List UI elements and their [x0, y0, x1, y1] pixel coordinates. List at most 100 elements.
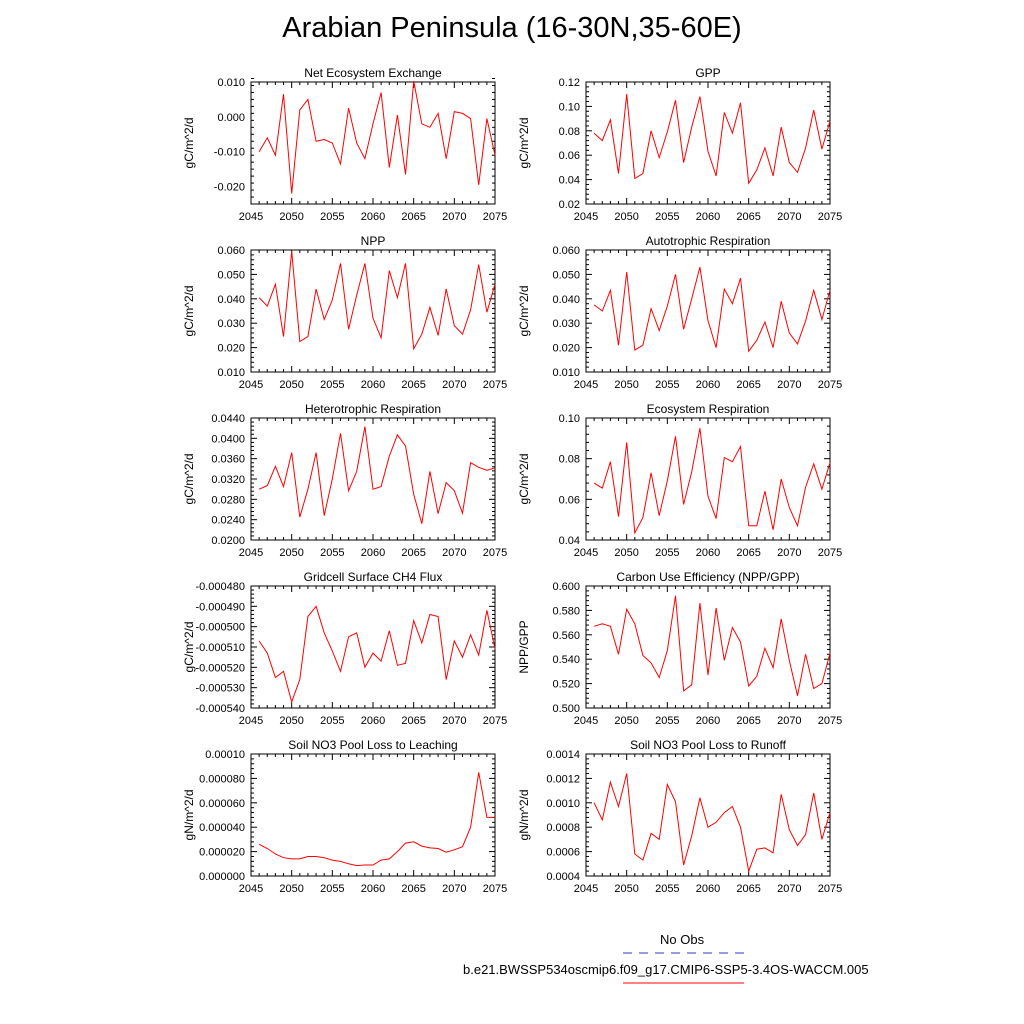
chart-panel-8: Soil NO3 Pool Loss to Leaching gN/m^2/d 20… — [182, 738, 507, 895]
panel-title: NPP — [361, 234, 386, 248]
y-axis-label: gC/m^2/d — [182, 622, 196, 673]
series-line-0 — [593, 94, 831, 185]
y-tick-label: 0.0014 — [546, 749, 580, 761]
y-tick-label: 0.000040 — [199, 822, 245, 834]
x-tick-label: 2045 — [239, 715, 263, 727]
x-tick-label: 2045 — [574, 211, 598, 223]
plot-frame — [250, 585, 496, 709]
chart-panel-5: Ecosystem Respiration gC/m^2/d 2045 2050 205… — [517, 402, 842, 559]
x-tick-label: 2065 — [736, 715, 760, 727]
y-tick-label: 0.030 — [217, 318, 245, 330]
y-tick-label: 0.0280 — [211, 494, 245, 506]
y-tick-label: 0.000020 — [199, 847, 245, 859]
x-tick-label: 2070 — [442, 715, 466, 727]
series-line-0 — [593, 428, 831, 535]
x-tick-label: 2055 — [655, 547, 679, 559]
x-tick-label: 2055 — [655, 211, 679, 223]
x-tick-label: 2060 — [696, 883, 720, 895]
x-tick-label: 2070 — [442, 883, 466, 895]
chart-panel-4: Heterotrophic Respiration gC/m^2/d 2045 205… — [182, 402, 507, 559]
x-tick-label: 2060 — [361, 547, 385, 559]
y-axis-label: gC/m^2/d — [182, 454, 196, 505]
x-tick-label: 2065 — [401, 379, 425, 391]
panel-title: GPP — [695, 66, 720, 80]
panel-title: Carbon Use Efficiency (NPP/GPP) — [616, 570, 799, 584]
plot-frame — [250, 417, 496, 541]
x-tick-label: 2050 — [279, 547, 303, 559]
y-tick-label: 0.050 — [217, 269, 245, 281]
y-tick-label: 0.050 — [552, 269, 580, 281]
y-tick-label: 0.030 — [552, 318, 580, 330]
y-tick-label: 0.060 — [552, 245, 580, 257]
x-tick-label: 2060 — [696, 211, 720, 223]
x-tick-label: 2075 — [818, 211, 842, 223]
y-tick-label: 0.000080 — [199, 773, 245, 785]
x-tick-label: 2065 — [401, 547, 425, 559]
y-tick-label: -0.000540 — [195, 703, 245, 715]
y-tick-label: 0.010 — [552, 367, 580, 379]
y-tick-label: 0.0012 — [546, 773, 580, 785]
x-tick-label: 2045 — [239, 211, 263, 223]
x-tick-label: 2045 — [574, 883, 598, 895]
plot-frame — [250, 249, 496, 373]
y-tick-label: 0.06 — [559, 150, 580, 162]
x-tick-label: 2075 — [818, 547, 842, 559]
y-tick-label: 0.000000 — [199, 871, 245, 883]
y-tick-label: 0.04 — [559, 175, 580, 187]
chart-panel-2: NPP gC/m^2/d 2045 2050 2055 2060 2065 2070 2075 0… — [182, 234, 507, 391]
x-tick-label: 2045 — [239, 379, 263, 391]
plot-frame — [585, 753, 831, 877]
x-tick-label: 2050 — [279, 883, 303, 895]
x-tick-label: 2060 — [696, 715, 720, 727]
panel-title: Autotrophic Respiration — [646, 234, 771, 248]
x-tick-label: 2075 — [818, 883, 842, 895]
x-tick-label: 2070 — [777, 211, 801, 223]
x-tick-label: 2060 — [361, 715, 385, 727]
x-tick-label: 2045 — [574, 547, 598, 559]
y-axis-label: gC/m^2/d — [182, 118, 196, 169]
y-tick-label: 0.000060 — [199, 798, 245, 810]
x-tick-label: 2060 — [696, 379, 720, 391]
x-tick-label: 2075 — [483, 211, 507, 223]
y-tick-label: 0.02 — [559, 199, 580, 211]
y-tick-label: -0.000520 — [195, 662, 245, 674]
y-tick-label: 0.040 — [552, 294, 580, 306]
panel-title: Gridcell Surface CH4 Flux — [304, 570, 443, 584]
y-tick-label: 0.020 — [217, 343, 245, 355]
x-tick-label: 2070 — [442, 547, 466, 559]
series-line-0 — [593, 266, 831, 353]
x-tick-label: 2055 — [320, 547, 344, 559]
panel-title: Soil NO3 Pool Loss to Leaching — [288, 738, 457, 752]
y-axis-label: gC/m^2/d — [182, 286, 196, 337]
y-tick-label: 0.060 — [217, 245, 245, 257]
panel-title: Soil NO3 Pool Loss to Runoff — [630, 738, 787, 752]
y-tick-label: 0.00010 — [205, 749, 245, 761]
x-tick-label: 2070 — [442, 211, 466, 223]
chart-panel-3: Autotrophic Respiration gC/m^2/d 2045 2050 2… — [517, 234, 842, 391]
series-line-0 — [258, 251, 496, 351]
x-tick-label: 2060 — [696, 547, 720, 559]
x-tick-label: 2065 — [736, 379, 760, 391]
x-tick-label: 2075 — [818, 715, 842, 727]
x-tick-label: 2045 — [574, 715, 598, 727]
x-tick-label: 2075 — [483, 883, 507, 895]
x-tick-label: 2050 — [614, 883, 638, 895]
x-tick-label: 2055 — [320, 883, 344, 895]
x-tick-label: 2055 — [655, 379, 679, 391]
chart-panel-7: Carbon Use Efficiency (NPP/GPP) NPP/GPP 20… — [517, 570, 842, 727]
x-tick-label: 2060 — [361, 379, 385, 391]
y-tick-label: 0.08 — [559, 126, 580, 138]
x-tick-label: 2050 — [279, 211, 303, 223]
series-line-0 — [258, 772, 495, 867]
y-tick-label: 0.0240 — [211, 515, 245, 527]
y-tick-label: 0.08 — [559, 454, 580, 466]
y-tick-label: 0.020 — [552, 343, 580, 355]
y-tick-label: -0.000510 — [195, 642, 245, 654]
x-tick-label: 2070 — [777, 547, 801, 559]
y-tick-label: 0.0400 — [211, 433, 245, 445]
y-tick-label: 0.000 — [217, 112, 245, 124]
panel-title: Ecosystem Respiration — [647, 402, 770, 416]
x-tick-label: 2065 — [401, 211, 425, 223]
x-tick-label: 2075 — [483, 715, 507, 727]
